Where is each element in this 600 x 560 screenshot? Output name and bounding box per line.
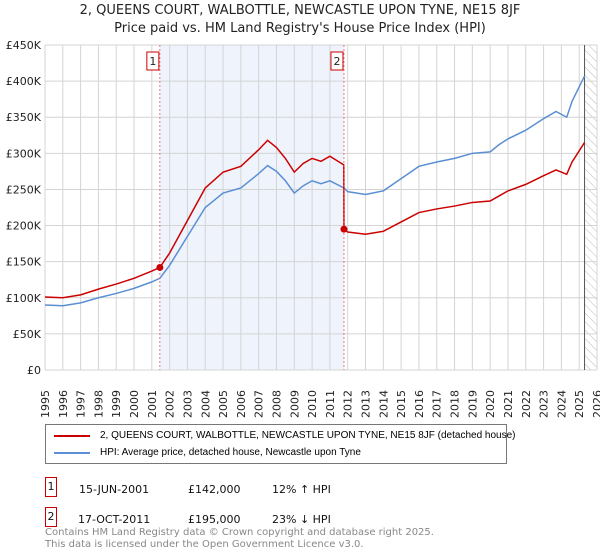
legend-item-property: 2, QUEENS COURT, WALBOTTLE, NEWCASTLE UP… bbox=[54, 430, 516, 442]
sale-marker-label: 1 bbox=[45, 477, 57, 497]
sale-marker-label: 1 bbox=[149, 55, 156, 68]
y-tick-label: £50K bbox=[13, 328, 42, 341]
x-tick-label: 2011 bbox=[324, 390, 337, 418]
y-tick-label: £400K bbox=[6, 75, 42, 88]
x-tick-label: 2008 bbox=[270, 390, 283, 418]
chart-subtitle: Price paid vs. HM Land Registry's House … bbox=[114, 21, 486, 36]
legend-label: HPI: Average price, detached house, Newc… bbox=[100, 447, 361, 458]
x-tick-label: 2012 bbox=[342, 390, 355, 418]
legend-label: 2, QUEENS COURT, WALBOTTLE, NEWCASTLE UP… bbox=[100, 430, 516, 441]
x-tick-label: 2021 bbox=[502, 390, 515, 418]
sale-date: 17-OCT-2011 bbox=[78, 513, 151, 526]
legend-swatch-red bbox=[54, 435, 90, 437]
y-tick-label: £250K bbox=[6, 183, 42, 196]
x-tick-label: 2026 bbox=[591, 390, 600, 418]
x-tick-label: 2001 bbox=[146, 390, 159, 418]
y-tick-label: £0 bbox=[27, 364, 41, 377]
x-tick-label: 2005 bbox=[217, 390, 230, 418]
plot-area: 1995 1996 1997 1998 1999 2000 2001 2002 2003 2004… bbox=[6, 39, 600, 418]
x-tick-label: 2010 bbox=[306, 390, 319, 418]
x-tick-label: 1996 bbox=[57, 390, 70, 418]
x-tick-label: 2016 bbox=[413, 390, 426, 418]
series-line-hpi bbox=[44, 75, 586, 307]
x-tick-label: 2015 bbox=[395, 390, 408, 418]
y-tick-label: £100K bbox=[6, 292, 42, 305]
x-tick-label: 2000 bbox=[128, 390, 141, 418]
x-tick-label: 2003 bbox=[181, 390, 194, 418]
sale-point bbox=[156, 263, 164, 271]
y-tick-label: £200K bbox=[6, 220, 42, 233]
footer-copyright: Contains HM Land Registry data © Crown c… bbox=[45, 527, 434, 538]
y-tick-label: £150K bbox=[6, 256, 42, 269]
chart-title: 2, QUEENS COURT, WALBOTTLE, NEWCASTLE UP… bbox=[79, 3, 521, 18]
x-tick-label: 2009 bbox=[288, 390, 301, 418]
sale-price: £142,000 bbox=[188, 483, 241, 496]
sale-marker-box bbox=[146, 51, 160, 71]
x-tick-label: 2013 bbox=[360, 390, 373, 418]
sale-hpi-diff: 12% ↑ HPI bbox=[272, 483, 331, 496]
x-tick-label: 2017 bbox=[431, 390, 444, 418]
x-tick-label: 2023 bbox=[538, 390, 551, 418]
x-tick-label: 2020 bbox=[484, 390, 497, 418]
x-tick-label: 1995 bbox=[39, 390, 52, 418]
x-tick-label: 2014 bbox=[377, 390, 390, 418]
x-tick-label: 1999 bbox=[110, 390, 123, 418]
legend: 2, QUEENS COURT, WALBOTTLE, NEWCASTLE UP… bbox=[45, 424, 516, 464]
y-tick-label: £450K bbox=[6, 39, 42, 52]
y-tick-label: £350K bbox=[6, 111, 42, 124]
x-tick-label: 2024 bbox=[555, 390, 568, 418]
footer-licence: This data is licensed under the Open Gov… bbox=[45, 539, 364, 550]
sale-hpi-diff: 23% ↓ HPI bbox=[272, 513, 331, 526]
hatched-future-region bbox=[584, 45, 597, 370]
x-tick-label: 1997 bbox=[75, 390, 88, 418]
sale-point bbox=[340, 225, 348, 233]
shaded-ownership-period bbox=[159, 45, 344, 370]
footer: Contains HM Land Registry data © Crown c… bbox=[45, 527, 434, 551]
legend-item-hpi: HPI: Average price, detached house, Newc… bbox=[54, 447, 361, 459]
x-tick-label: 2002 bbox=[164, 390, 177, 418]
legend-swatch-blue bbox=[54, 452, 90, 454]
y-tick-label: £300K bbox=[6, 147, 42, 160]
sale-marker-label: 2 bbox=[45, 507, 57, 527]
x-tick-label: 2004 bbox=[199, 390, 212, 418]
x-tick-label: 2007 bbox=[253, 390, 266, 418]
sale-marker-label: 2 bbox=[333, 55, 340, 68]
sale-marker-box bbox=[330, 51, 344, 71]
x-tick-label: 2018 bbox=[449, 390, 462, 418]
sale-price: £195,000 bbox=[188, 513, 241, 526]
x-tick-label: 2025 bbox=[573, 390, 586, 418]
x-tick-label: 1998 bbox=[92, 390, 105, 418]
sale-date: 15-JUN-2001 bbox=[79, 483, 150, 496]
x-tick-label: 2022 bbox=[520, 390, 533, 418]
x-tick-label: 2006 bbox=[235, 390, 248, 418]
x-tick-label: 2019 bbox=[466, 390, 479, 418]
